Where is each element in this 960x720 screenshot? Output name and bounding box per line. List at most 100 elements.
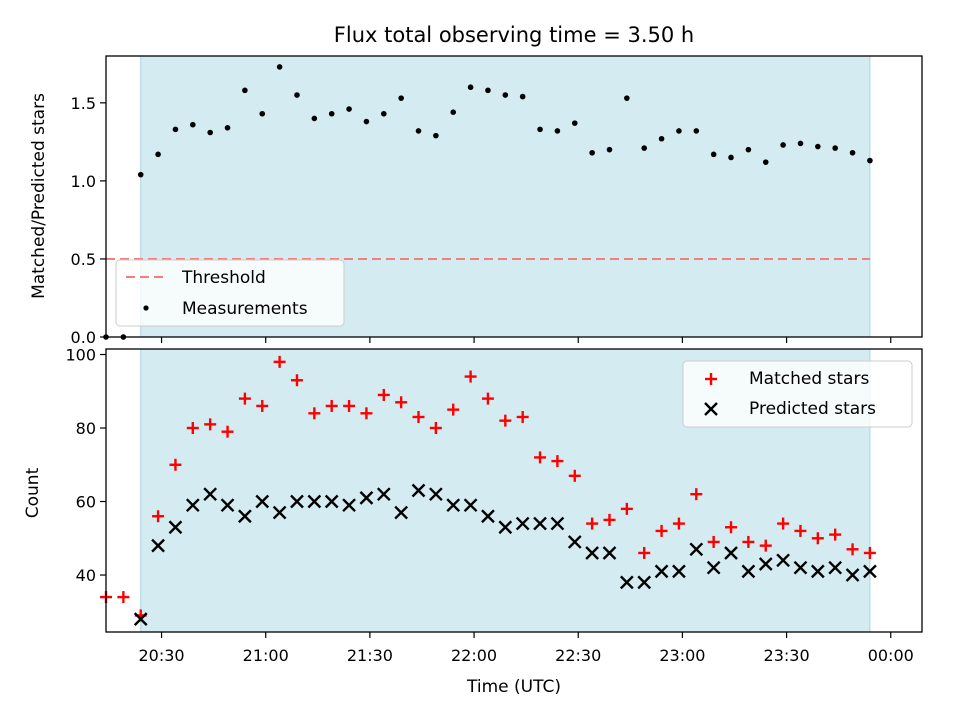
matched-star-marker (846, 543, 859, 556)
legend-predicted-label: Predicted stars (749, 399, 876, 419)
measurement-point (849, 149, 856, 156)
predicted-star-marker (133, 612, 148, 626)
predicted-star-marker (620, 575, 634, 590)
matched-star-marker (568, 469, 581, 482)
predicted-star-marker (654, 564, 669, 579)
measurement-point (571, 120, 578, 126)
measurement-point (815, 143, 821, 150)
matched-star-marker (395, 396, 408, 409)
matched-star-marker (811, 532, 824, 545)
measurement-point (693, 128, 700, 134)
top-y-axis-label: Matched/Predicted stars (29, 93, 49, 299)
predicted-star-marker (238, 509, 252, 524)
legend-measurements-marker (143, 305, 149, 311)
measurement-point (537, 126, 543, 133)
measurement-point (311, 115, 318, 122)
measurement-point (589, 149, 595, 156)
matched-star-marker (742, 535, 755, 548)
matched-star-marker (829, 528, 842, 541)
matched-star-marker (586, 517, 599, 530)
matched-star-marker (186, 422, 199, 435)
measurement-point (519, 93, 526, 100)
measurement-point (137, 171, 144, 178)
predicted-star-marker (845, 568, 860, 582)
matched-star-marker (863, 546, 876, 559)
bottom-y-axis-label: Count (23, 467, 43, 518)
measurement-point (433, 132, 439, 139)
predicted-star-marker (151, 538, 165, 553)
measurement-point (502, 92, 509, 98)
predicted-star-marker (359, 491, 374, 505)
matched-star-marker (325, 399, 338, 412)
predicted-star-marker (776, 553, 790, 568)
bottom-panel: 40 60 80 100 20:30 21:00 21:30 22:00 22:30 23:00… (23, 346, 923, 697)
predicted-star-marker (255, 494, 270, 509)
matched-star-marker (152, 510, 165, 523)
measurement-point (415, 128, 422, 134)
xtick-label: 22:30 (555, 646, 601, 665)
predicted-star-marker (376, 487, 391, 502)
bottom-ytick-label: 100 (65, 346, 96, 365)
matched-star-marker (238, 392, 251, 405)
predicted-star-marker (567, 535, 582, 549)
measurement-point (450, 109, 457, 115)
predicted-star-marker (828, 560, 843, 575)
xtick-label: 00:00 (868, 646, 914, 665)
matched-star-marker (481, 392, 494, 405)
predicted-star-marker (758, 557, 773, 571)
measurement-point (676, 128, 682, 134)
measurement-point (780, 142, 786, 148)
measurement-point (624, 95, 630, 101)
predicted-star-marker (533, 516, 547, 531)
matched-star-marker (551, 455, 564, 468)
measurement-point (762, 159, 769, 165)
measurement-point (606, 146, 613, 153)
top-ytick-label: 1.0 (71, 172, 96, 191)
predicted-star-marker (394, 505, 408, 520)
top-legend-box (115, 259, 345, 327)
measurement-point (259, 110, 266, 117)
predicted-star-marker (724, 546, 738, 560)
top-ytick-label: 1.5 (71, 94, 96, 113)
legend-threshold-label: Threshold (181, 268, 266, 288)
xtick-label: 23:30 (764, 646, 810, 665)
measurement-point (797, 140, 804, 147)
matched-star-marker (377, 388, 390, 401)
legend-matched-marker (705, 373, 717, 385)
measurement-point (242, 87, 248, 94)
measurement-point (224, 125, 231, 131)
matched-star-marker (412, 410, 425, 423)
measurement-point (207, 129, 213, 136)
matched-star-marker (308, 407, 321, 420)
legend-predicted-marker (704, 402, 718, 416)
matched-star-marker (117, 591, 130, 604)
measurement-point (658, 135, 665, 142)
measurement-point (363, 118, 370, 125)
matched-star-marker (603, 513, 616, 526)
top-legend: Threshold Measurements (115, 259, 345, 327)
measurement-point (172, 126, 179, 133)
measurement-point (346, 106, 352, 112)
predicted-star-marker (585, 546, 599, 560)
bottom-legend: Matched stars Predicted stars (682, 360, 913, 428)
matched-star-marker (429, 422, 442, 435)
matched-star-marker (534, 451, 547, 464)
predicted-star-marker (550, 516, 565, 531)
bottom-ytick-label: 60 (76, 493, 96, 512)
predicted-star-marker (203, 487, 218, 502)
measurement-point (485, 87, 491, 94)
predicted-star-marker (342, 498, 356, 513)
matched-star-marker (447, 403, 460, 416)
matched-star-marker (360, 407, 373, 420)
matched-star-marker (464, 370, 477, 383)
matched-star-marker (690, 488, 703, 501)
measurement-point (294, 92, 300, 98)
predicted-star-marker (793, 560, 808, 575)
xtick-label: 21:30 (347, 646, 393, 665)
predicted-star-marker (411, 483, 426, 498)
predicted-star-marker (324, 494, 339, 509)
measurement-point (745, 146, 752, 153)
predicted-star-marker (498, 520, 513, 535)
measurement-point (832, 145, 838, 151)
